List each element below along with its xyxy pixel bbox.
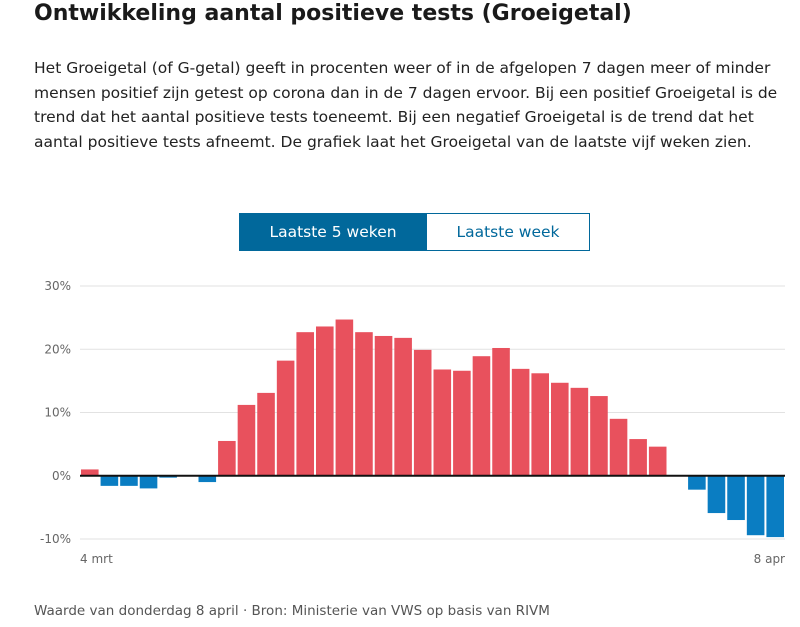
bar-positive [590,396,608,476]
bar-negative [139,475,158,489]
bar-positive [551,382,569,476]
bar-positive [609,418,628,476]
bar-negative [766,475,784,538]
x-axis-start-label: 4 mrt [80,552,113,566]
y-tick-label: 10% [44,406,71,420]
tab-last-week[interactable]: Laatste week [427,213,590,251]
bar-positive [570,387,589,476]
bar-negative [688,475,706,490]
bar-positive [648,446,667,476]
y-tick-label: 20% [44,342,71,356]
x-axis-end-label: 8 apr [754,552,785,566]
bar-negative [100,475,119,486]
bar-positive [316,326,334,476]
bar-positive [355,332,373,476]
bar-positive [257,392,275,476]
bar-positive [237,404,256,476]
bar-positive [394,337,412,476]
y-tick-label: -10% [40,532,71,546]
bar-negative [198,475,217,483]
bar-positive [492,347,510,476]
bar-negative [120,475,138,486]
period-toggle: Laatste 5 weken Laatste week [239,213,590,251]
bar-positive [81,469,99,476]
bar-positive [433,369,452,476]
bar-positive [629,439,647,476]
bar-positive [413,349,432,476]
bar-positive [511,368,530,476]
source-footer: Waarde van donderdag 8 april · Bron: Min… [34,603,550,619]
y-tick-label: 0% [52,469,71,483]
page-title: Ontwikkeling aantal positieve tests (Gro… [34,1,632,26]
bar-positive [276,360,295,476]
bar-positive [335,319,354,476]
tab-last-5-weeks[interactable]: Laatste 5 weken [239,213,427,251]
intro-text: Het Groeigetal (of G-getal) geeft in pro… [34,59,778,151]
bar-positive [374,335,393,476]
bar-positive [296,332,314,476]
bar-positive [531,373,549,476]
bar-positive [218,440,236,476]
bar-negative [746,475,765,536]
y-tick-label: 30% [44,279,71,293]
bar-positive [453,370,471,476]
growth-chart: 30% 20% 10% 0% -10% 4 mrt 8 apr [40,279,785,566]
bar-positive [472,356,491,476]
bar-negative [727,475,745,521]
bar-negative [707,475,726,514]
